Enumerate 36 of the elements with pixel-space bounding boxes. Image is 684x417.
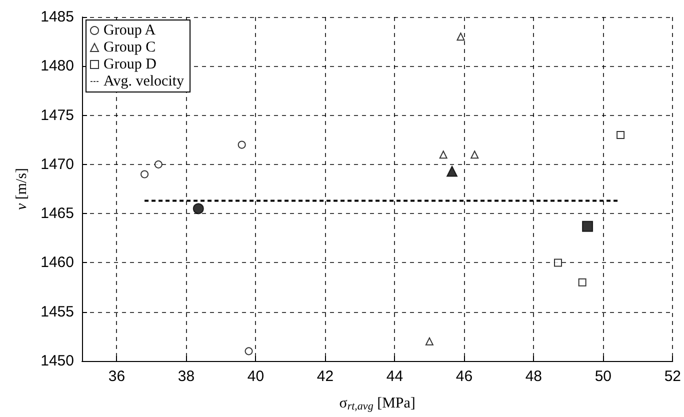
legend-label: Group A <box>104 22 156 38</box>
x-tick-label: 38 <box>178 368 195 385</box>
x-tick-label: 40 <box>247 368 264 385</box>
point <box>244 347 253 356</box>
x-tick-label: 42 <box>316 368 334 385</box>
point <box>140 170 149 178</box>
y-axis-title: v [m/s] <box>14 168 30 210</box>
x-tick-label: 44 <box>386 368 404 385</box>
legend-label: Group C <box>104 40 156 56</box>
y-tick-label: 1455 <box>40 303 74 320</box>
x-tick-label: 50 <box>594 368 612 385</box>
y-tick-label: 1475 <box>40 106 74 124</box>
y-tick-label: 1460 <box>40 254 74 272</box>
point <box>578 278 586 286</box>
point <box>439 150 448 159</box>
x-tick-label: 52 <box>664 368 681 385</box>
point <box>616 130 625 139</box>
x-tick-label: 36 <box>108 368 126 385</box>
y-tick-label: 1485 <box>40 8 74 26</box>
point <box>154 160 162 168</box>
x-tick-label: 46 <box>456 368 473 385</box>
y-tick-label: 1465 <box>40 205 74 222</box>
y-tick-label: 1470 <box>40 156 74 173</box>
point <box>238 140 246 149</box>
x-tick-label: 48 <box>525 368 542 385</box>
legend-label: Avg. velocity <box>104 74 185 90</box>
point <box>446 166 458 177</box>
point <box>554 258 562 267</box>
y-tick-label: 1450 <box>40 352 74 370</box>
point <box>192 203 204 214</box>
point <box>470 150 479 159</box>
legend-label: Group D <box>104 56 157 72</box>
point <box>425 337 434 346</box>
y-tick-label: 1480 <box>40 58 74 75</box>
point <box>456 32 465 41</box>
point <box>582 220 594 232</box>
